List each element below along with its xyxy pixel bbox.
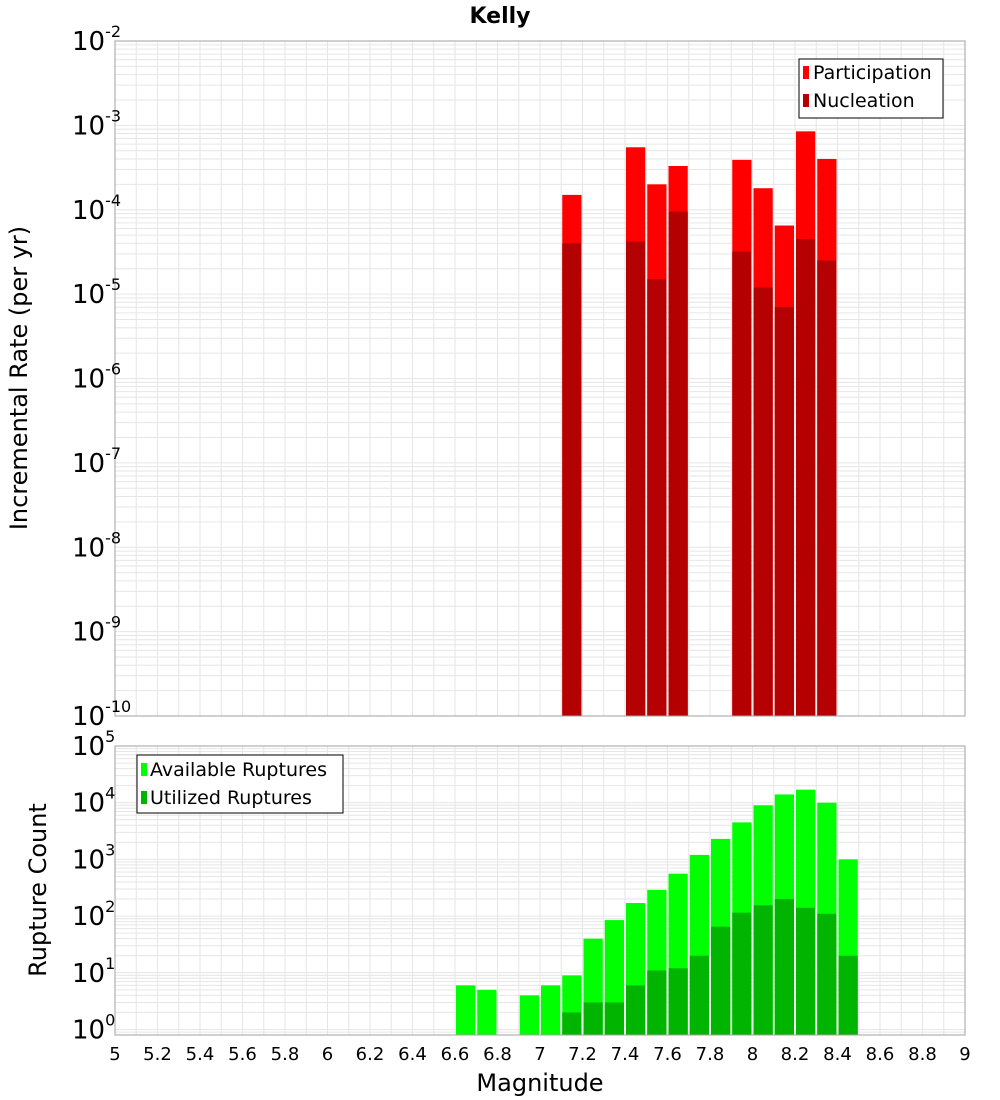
x-tick-label: 9 <box>959 1044 970 1065</box>
rupture-y-axis-label: Rupture Count <box>24 803 52 977</box>
x-tick-label: 6 <box>322 1044 333 1065</box>
rate-y-tick-label: 10-4 <box>72 191 121 226</box>
x-axis-label: Magnitude <box>476 1069 603 1097</box>
rupture-y-tick-label: 105 <box>72 727 115 762</box>
x-tick-label: 6.4 <box>398 1044 427 1065</box>
rupture-y-tick-label: 102 <box>72 897 115 932</box>
utilized-ruptures-bar <box>796 907 816 1035</box>
participation-legend-label: Participation <box>813 62 932 84</box>
x-tick-label: 6.8 <box>483 1044 512 1065</box>
nucleation-bar <box>817 260 837 716</box>
available-ruptures-bar <box>519 995 539 1035</box>
x-tick-label: 5 <box>109 1044 120 1065</box>
rate-y-tick-label: 10-9 <box>72 613 121 648</box>
x-tick-label: 8.4 <box>823 1044 852 1065</box>
nucleation-bar <box>732 251 752 716</box>
available-legend-label: Available Ruptures <box>150 759 327 781</box>
magnitude-x-ticks: 5 5.2 5.4 5.6 5.8 6 6.2 6.4 6.6 6.8 7 7.2 7.4 7.6 7.8 8… <box>109 1044 970 1065</box>
utilized-ruptures-bar <box>689 955 709 1035</box>
rate-panel: 10-2 10-3 10-4 10-5 10-6 10-7 10-8 10-9 10-10 In… <box>5 22 966 732</box>
utilized-ruptures-bar <box>838 955 858 1035</box>
x-tick-label: 5.4 <box>186 1044 215 1065</box>
rupture-y-tick-label: 103 <box>72 840 115 875</box>
participation-legend-swatch <box>803 66 809 79</box>
utilized-legend-swatch <box>141 791 147 804</box>
nucleation-legend-swatch <box>803 94 809 107</box>
rate-y-tick-label: 10-5 <box>72 275 121 310</box>
rate-y-tick-label: 10-7 <box>72 444 121 479</box>
rupture-bars <box>456 789 858 1035</box>
rate-bars <box>562 131 837 717</box>
utilized-ruptures-bar <box>817 913 837 1035</box>
x-tick-label: 5.8 <box>271 1044 300 1065</box>
utilized-ruptures-bar <box>647 970 667 1035</box>
rupture-legend: Available Ruptures Utilized Ruptures <box>136 754 344 814</box>
rupture-y-ticks: 105 104 103 102 101 100 <box>72 727 115 1046</box>
rupture-y-tick-label: 100 <box>72 1011 115 1046</box>
x-tick-label: 5.6 <box>228 1044 257 1065</box>
utilized-ruptures-bar <box>583 1002 603 1035</box>
rate-grid <box>114 41 966 717</box>
x-tick-label: 7.6 <box>653 1044 682 1065</box>
nucleation-bar <box>647 279 667 716</box>
utilized-ruptures-bar <box>732 912 752 1035</box>
rate-legend-box <box>798 58 944 119</box>
x-tick-label: 6.6 <box>441 1044 470 1065</box>
rupture-y-tick-label: 101 <box>72 954 115 989</box>
rupture-count-panel: 105 104 103 102 101 100 5 5.2 5.4 5.6 5.8 6 6.2 6.4 6… <box>24 727 971 1097</box>
utilized-ruptures-bar <box>668 968 688 1035</box>
nucleation-legend-label: Nucleation <box>813 90 915 112</box>
x-tick-label: 5.2 <box>143 1044 172 1065</box>
x-tick-label: 8 <box>747 1044 758 1065</box>
utilized-ruptures-bar <box>562 1012 582 1035</box>
rate-y-tick-label: 10-6 <box>72 360 121 395</box>
rate-plot-frame <box>114 40 966 717</box>
available-ruptures-bar <box>477 989 497 1035</box>
x-tick-label: 8.6 <box>866 1044 895 1065</box>
x-tick-label: 7.4 <box>611 1044 640 1065</box>
nucleation-bar <box>796 239 816 716</box>
rupture-plot-frame <box>114 745 966 1036</box>
available-ruptures-bar <box>541 985 561 1035</box>
available-legend-swatch <box>141 763 147 776</box>
x-tick-label: 7.2 <box>568 1044 597 1065</box>
utilized-ruptures-bar <box>774 899 794 1035</box>
x-tick-label: 6.2 <box>356 1044 385 1065</box>
utilized-ruptures-bar <box>711 926 731 1035</box>
utilized-ruptures-bar <box>626 985 646 1035</box>
utilized-ruptures-bar <box>753 905 773 1035</box>
nucleation-bar <box>753 287 773 716</box>
utilized-ruptures-bar <box>604 1002 624 1035</box>
x-tick-label: 8.2 <box>781 1044 810 1065</box>
nucleation-bar <box>774 307 794 716</box>
rate-y-tick-label: 10-8 <box>72 528 121 563</box>
rate-legend: Participation Nucleation <box>798 58 944 119</box>
x-tick-label: 7.8 <box>696 1044 725 1065</box>
rate-y-tick-label: 10-2 <box>72 22 121 57</box>
x-tick-label: 8.8 <box>908 1044 937 1065</box>
rate-y-tick-label: 10-3 <box>72 106 121 141</box>
available-ruptures-bar <box>456 985 476 1035</box>
nucleation-bar <box>668 211 688 716</box>
nucleation-bar <box>562 243 582 717</box>
nucleation-bar <box>626 241 646 717</box>
rate-y-ticks: 10-2 10-3 10-4 10-5 10-6 10-7 10-8 10-9 10-10 <box>72 22 131 732</box>
rate-y-axis-label: Incremental Rate (per yr) <box>5 226 33 530</box>
utilized-legend-label: Utilized Ruptures <box>150 787 312 809</box>
chart-title: Kelly <box>469 4 530 29</box>
rupture-legend-box <box>136 754 344 814</box>
x-tick-label: 7 <box>534 1044 545 1065</box>
rupture-y-tick-label: 104 <box>72 784 115 819</box>
rate-y-tick-label: 10-10 <box>72 697 131 732</box>
